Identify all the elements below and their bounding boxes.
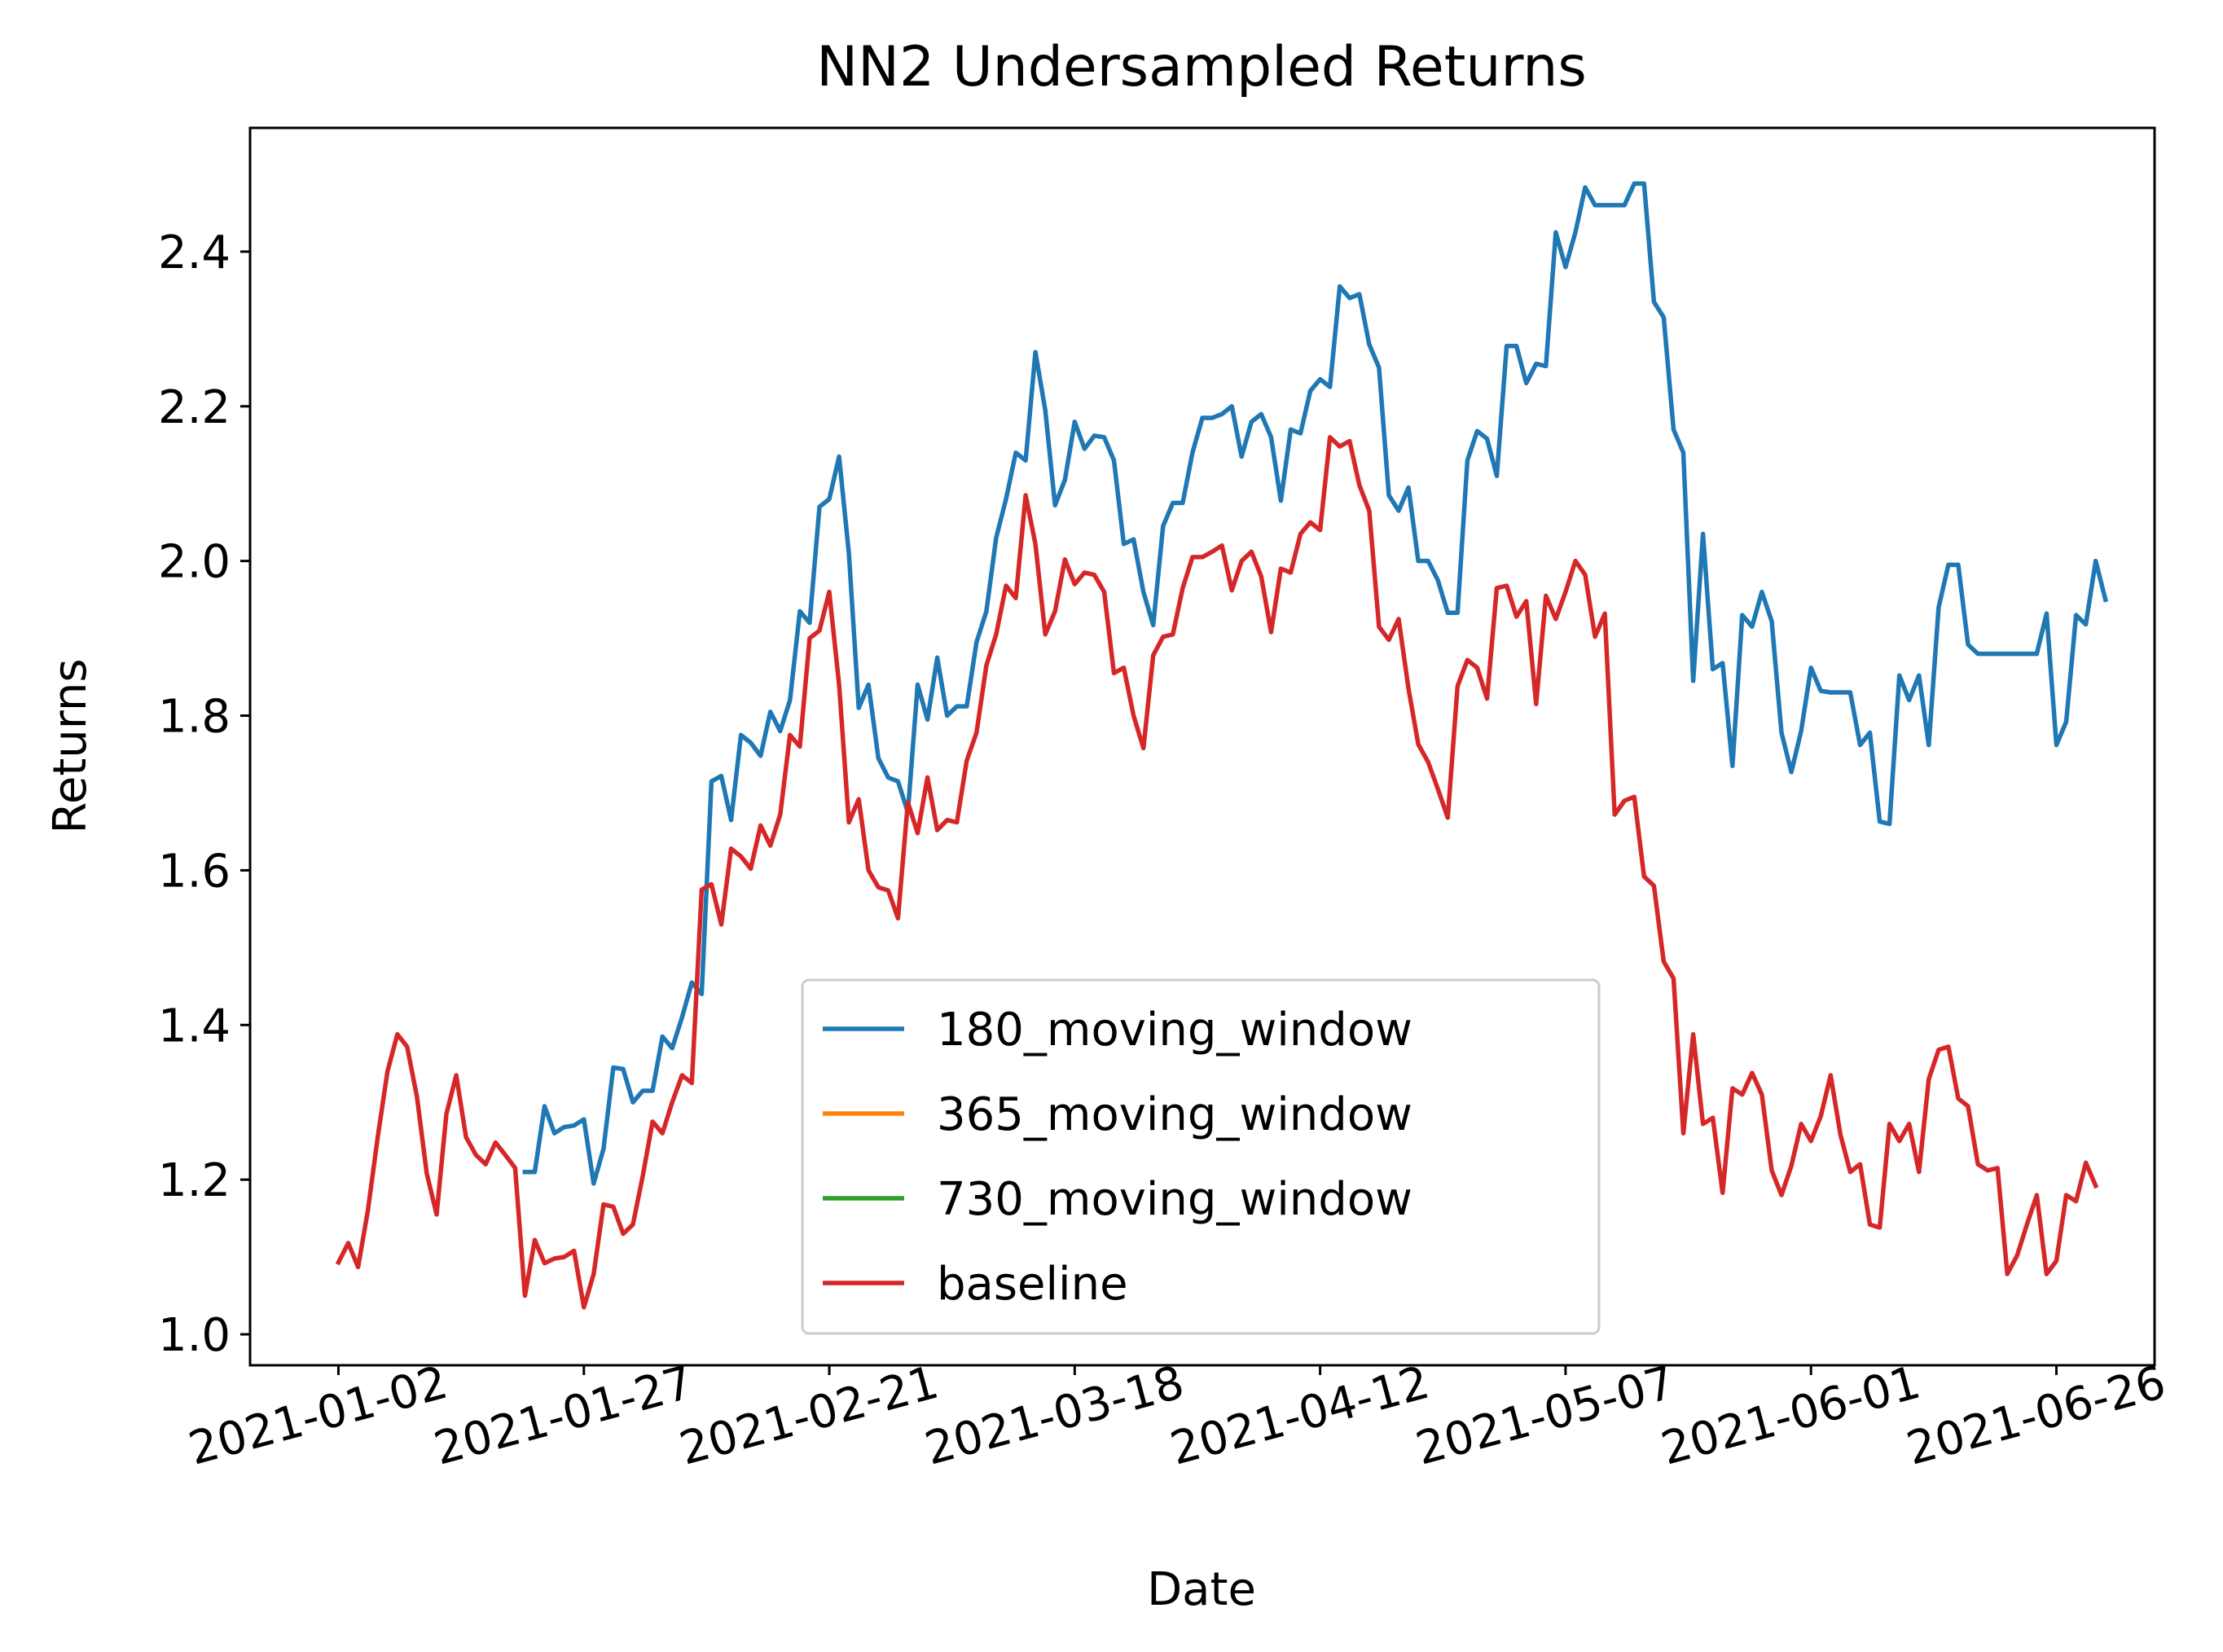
y-tick-label: 1.0 bbox=[158, 1309, 231, 1362]
y-tick-label: 1.6 bbox=[158, 845, 231, 898]
legend-label: 180_moving_window bbox=[937, 1004, 1412, 1057]
legend-label: baseline bbox=[937, 1258, 1128, 1311]
y-axis: 1.0 1.2 1.4 1.6 1.8 2.0 2.2 2.4 bbox=[158, 226, 250, 1362]
legend: 180_moving_window 365_moving_window 730_mo… bbox=[801, 978, 1601, 1335]
y-tick-label: 1.4 bbox=[158, 1000, 231, 1052]
series-line-180-moving-window bbox=[522, 181, 2109, 1186]
legend-label: 730_moving_window bbox=[937, 1173, 1412, 1226]
legend-frame bbox=[801, 978, 1601, 1335]
y-tick-label: 1.8 bbox=[158, 691, 231, 744]
y-axis-label: Returns bbox=[44, 658, 97, 833]
plot-area-frame bbox=[248, 126, 2156, 1367]
y-tick-label: 2.2 bbox=[158, 381, 231, 434]
legend-label: 365_moving_window bbox=[937, 1088, 1412, 1141]
y-tick-label: 2.4 bbox=[158, 226, 231, 279]
y-tick-label: 2.0 bbox=[158, 536, 231, 589]
y-tick-label: 1.2 bbox=[158, 1154, 231, 1207]
x-axis-label: Date bbox=[1147, 1563, 1256, 1616]
series-layer bbox=[335, 181, 2109, 1310]
chart-title: NN2 Undersampled Returns bbox=[816, 35, 1587, 99]
series-line-baseline bbox=[335, 434, 2099, 1310]
